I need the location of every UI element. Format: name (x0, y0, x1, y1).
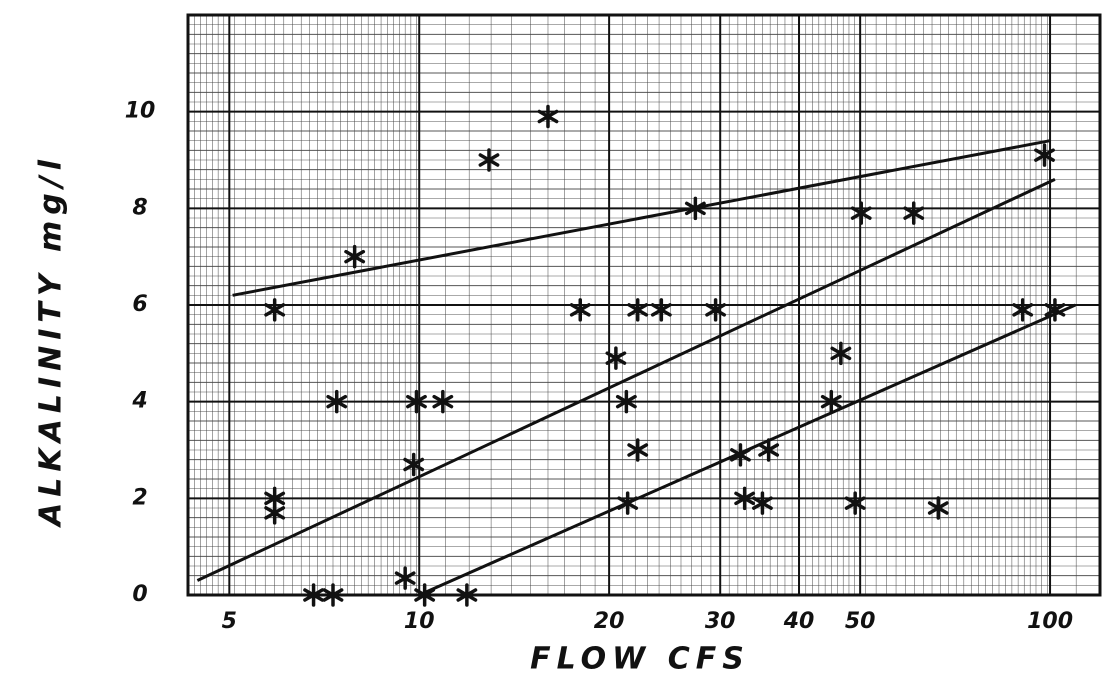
point (432, 389, 454, 414)
point (758, 438, 780, 462)
point (605, 346, 627, 370)
point (844, 491, 866, 515)
point (627, 298, 649, 322)
point (927, 496, 949, 520)
point (627, 438, 649, 462)
y-tick-label: 8 (132, 195, 147, 220)
point (705, 298, 727, 322)
point (730, 443, 751, 467)
point (850, 201, 872, 225)
plot-frame (186, 13, 1102, 597)
point (617, 491, 639, 515)
x-tick-label: 40 (783, 609, 815, 634)
point (734, 486, 756, 511)
point (650, 298, 672, 322)
x-tick-label: 10 (404, 609, 435, 634)
y-tick-label: 4 (131, 389, 147, 414)
point (478, 148, 500, 172)
point (344, 244, 366, 269)
y-axis-label: ALKALINITY mg/l (34, 154, 69, 528)
point (537, 104, 559, 129)
y-tick-label: 10 (125, 99, 156, 124)
y-tick-label: 6 (132, 292, 147, 317)
point (615, 389, 637, 414)
point (326, 389, 348, 414)
x-tick-label: 30 (705, 609, 736, 634)
x-tick-label: 100 (1027, 609, 1073, 634)
point (1012, 298, 1034, 322)
trend-line (196, 177, 1056, 582)
point (403, 452, 425, 477)
x-axis-label: FLOW CFS (530, 642, 750, 677)
point (684, 196, 706, 221)
point (569, 298, 591, 322)
x-tick-label: 50 (845, 609, 876, 634)
point (820, 389, 842, 414)
point (394, 566, 416, 590)
x-tick-label: 5 (222, 609, 237, 634)
point (752, 491, 773, 515)
y-tick-label: 0 (132, 582, 147, 607)
point (1044, 298, 1066, 322)
trend-line (232, 139, 1051, 297)
point (1034, 143, 1055, 167)
point (830, 341, 852, 366)
x-tick-label: 20 (594, 609, 625, 634)
point (903, 201, 925, 225)
point (406, 389, 427, 414)
point (264, 298, 286, 322)
y-tick-label: 2 (132, 485, 147, 510)
point (264, 501, 286, 525)
